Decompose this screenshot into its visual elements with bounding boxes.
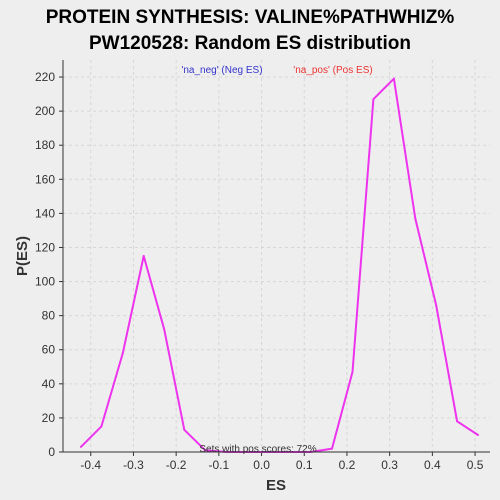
data-point: [79, 445, 82, 448]
x-tick-label: 0.1: [296, 458, 313, 472]
data-point: [100, 425, 103, 428]
data-point: [331, 447, 333, 450]
y-tick-label: 180: [35, 138, 55, 152]
x-tick-label: -0.4: [80, 458, 101, 472]
chart-title-line1: PROTEIN SYNTHESIS: VALINE%PATHWHIZ%: [46, 7, 455, 28]
data-point: [456, 420, 459, 423]
data-point: [204, 449, 207, 452]
chart-title-line2: PW120528: Random ES distribution: [89, 33, 411, 54]
data-point: [142, 255, 145, 257]
y-tick-label: 200: [35, 104, 55, 118]
y-tick-label: 220: [35, 70, 55, 84]
y-tick-label: 20: [42, 411, 56, 425]
x-tick-label: -0.2: [166, 458, 187, 472]
x-tick-label: -0.3: [123, 458, 144, 472]
legend-pos: 'na_pos' (Pos ES): [293, 65, 372, 76]
y-tick-label: 80: [42, 309, 56, 323]
x-tick-label: 0.4: [424, 458, 441, 472]
x-tick-label: 0.3: [381, 458, 398, 472]
data-point: [121, 352, 124, 355]
y-tick-label: 40: [42, 377, 56, 391]
y-tick-label: 140: [35, 206, 55, 220]
y-tick-label: 160: [35, 172, 55, 186]
data-point: [392, 77, 395, 80]
x-tick-label: 0.0: [253, 458, 270, 472]
y-tick-label: 120: [35, 240, 55, 254]
x-tick-label: 0.5: [467, 458, 484, 472]
y-tick-label: 100: [35, 275, 55, 289]
x-tick-label: 0.2: [339, 458, 356, 472]
x-axis-label: ES: [266, 477, 286, 494]
data-point: [435, 304, 438, 307]
data-point: [351, 370, 354, 373]
y-tick-label: 60: [42, 343, 56, 357]
y-axis-label: P(ES): [14, 236, 31, 276]
x-tick-label: -0.1: [209, 458, 230, 472]
pos-score-annotation: Sets with pos scores: 72%: [199, 444, 316, 455]
data-point: [372, 98, 375, 101]
data-point: [183, 428, 186, 431]
y-tick-label: 0: [48, 445, 55, 459]
x-axis-ticks: -0.4 -0.3 -0.2 -0.1 0.0 0.1 0.2 0.3 0.4 0.5: [80, 452, 484, 472]
data-point: [163, 328, 166, 331]
legend-neg: 'na_neg' (Neg ES): [181, 65, 262, 76]
plot-area: [63, 60, 490, 452]
y-axis-ticks: 0 20 40 60 80 100 120 140 160 180 200 220: [35, 70, 63, 459]
data-point: [477, 434, 479, 436]
data-point: [414, 217, 417, 220]
